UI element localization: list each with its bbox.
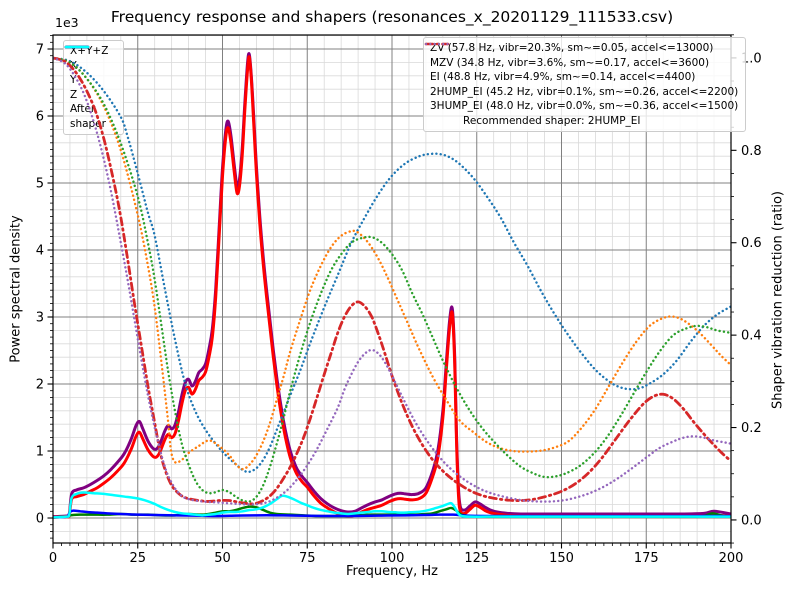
y-right-tick-label: 1.0 xyxy=(741,51,762,66)
series-x xyxy=(53,55,731,519)
series-zv xyxy=(53,56,731,474)
series-ei xyxy=(53,56,731,503)
y-right-tick-label: 0.4 xyxy=(741,329,762,344)
series-after-shaper xyxy=(53,491,731,519)
y-right-tick-label: 0.0 xyxy=(741,513,762,528)
y-axis-left-label: Power spectral density xyxy=(8,215,24,363)
y-left-tick-label: 7 xyxy=(36,43,44,58)
legend-item-label: Z xyxy=(70,88,78,101)
legend-shapers: ZV (57.8 Hz, vibr=20.3%, sm~=0.05, accel… xyxy=(423,37,747,132)
y-right-tick-label: 0.8 xyxy=(741,144,762,159)
y-left-tick-label: 1 xyxy=(36,445,44,460)
legend-item-label: After shaper xyxy=(70,103,107,130)
y-left-tick-label: 3 xyxy=(36,311,44,326)
series-3hump-ei xyxy=(53,56,731,506)
legend-item-label: EI (48.8 Hz, vibr=4.9%, sm~=0.14, accel<… xyxy=(430,71,696,83)
y-left-tick-label: 0 xyxy=(36,512,44,527)
legend-item-label: 2HUMP_EI (45.2 Hz, vibr=0.1%, sm~=0.26, … xyxy=(430,85,739,98)
legend-item: 2HUMP_EI (45.2 Hz, vibr=0.1%, sm~=0.26, … xyxy=(424,42,739,100)
x-tick-label: 75 xyxy=(299,551,316,566)
axis-ticks: 0 25 50 75 100 125 150 175 200 0 1 2 3 4 5 6 7 0.0 0.2 0.4 0… xyxy=(36,34,762,566)
x-tick-label: 25 xyxy=(129,551,146,566)
x-tick-label: 200 xyxy=(719,551,744,566)
legend-item: 3HUMP_EI (48.0 Hz, vibr=0.0%, sm~=0.36, … xyxy=(424,42,739,114)
x-tick-label: 0 xyxy=(49,551,57,566)
legend-item-label: Y xyxy=(70,74,77,86)
x-tick-label: 100 xyxy=(380,551,405,566)
legend-footer-text: Recommended shaper: 2HUMP_EI xyxy=(463,114,641,127)
legend-item: ZV (57.8 Hz, vibr=20.3%, sm~=0.05, accel… xyxy=(424,41,738,56)
y-axis-right-label: Shaper vibration reduction (ratio) xyxy=(770,191,786,409)
x-axis-label: Frequency, Hz xyxy=(345,564,439,579)
legend-swatch-line xyxy=(64,45,90,49)
x-tick-label: 125 xyxy=(464,551,489,566)
series-mzv xyxy=(53,56,731,471)
legend-item-label: MZV (34.8 Hz, vibr=3.6%, sm~=0.17, accel… xyxy=(430,56,710,69)
y-left-tick-label: 4 xyxy=(36,244,44,259)
legend-recommended-shaper: Recommended shaper: 2HUMP_EI xyxy=(430,114,738,129)
x-tick-label: 50 xyxy=(214,551,231,566)
y-right-tick-label: 0.6 xyxy=(741,236,762,251)
y-axis-offset-text: 1e3 xyxy=(55,15,79,30)
y-right-tick-label: 0.2 xyxy=(741,421,762,436)
y-left-tick-label: 5 xyxy=(36,177,44,192)
x-tick-label: 175 xyxy=(634,551,659,566)
legend-item-label: 3HUMP_EI (48.0 Hz, vibr=0.0%, sm~=0.36, … xyxy=(430,100,739,112)
y-left-tick-label: 2 xyxy=(36,378,44,393)
x-tick-label: 150 xyxy=(549,551,574,566)
legend-item: MZV (34.8 Hz, vibr=3.6%, sm~=0.17, accel… xyxy=(424,42,738,71)
legend-item: EI (48.8 Hz, vibr=4.9%, sm~=0.14, accel<… xyxy=(424,42,738,85)
legend-swatch-line xyxy=(424,42,450,46)
chart-title: Frequency response and shapers (resonanc… xyxy=(110,8,674,26)
y-left-tick-label: 6 xyxy=(36,110,44,125)
legend-item-label: ZV (57.8 Hz, vibr=20.3%, sm~=0.05, accel… xyxy=(430,42,714,54)
legend-item: After shaper xyxy=(64,45,116,131)
